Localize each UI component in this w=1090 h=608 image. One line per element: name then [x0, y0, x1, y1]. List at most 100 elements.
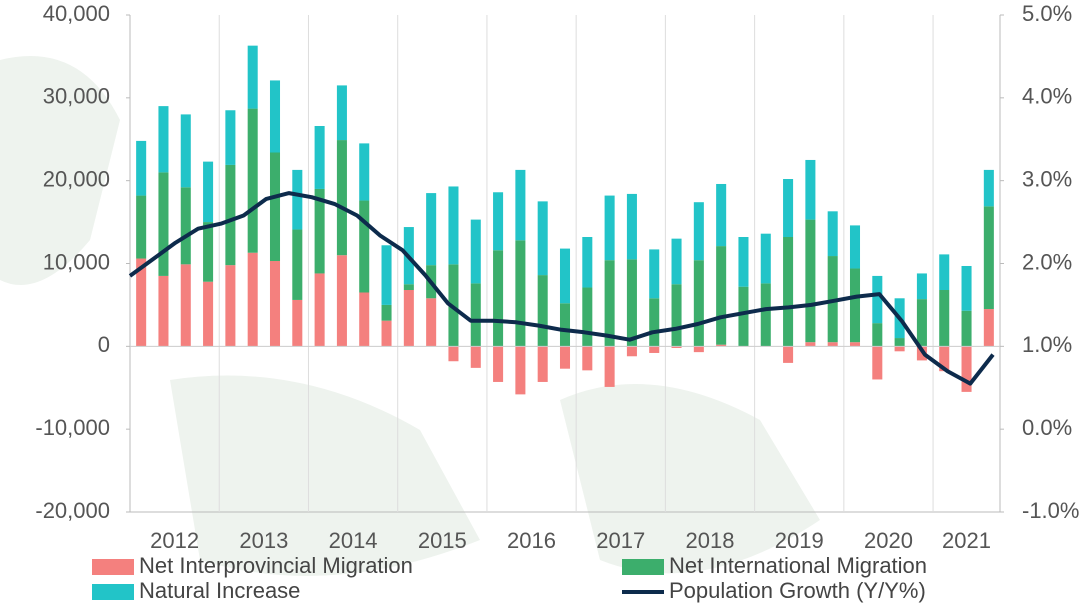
bar-segment [760, 283, 771, 347]
y2-tick-label: 5.0% [1022, 1, 1072, 26]
bar-segment [203, 281, 214, 347]
map-decoration [0, 56, 820, 576]
bar-segment [448, 186, 459, 265]
x-tick-label: 2012 [150, 528, 199, 553]
bar-segment [626, 346, 637, 357]
legend-label: Population Growth (Y/Y%) [669, 578, 926, 603]
bar-segment [269, 261, 281, 347]
legend-swatch [92, 584, 134, 600]
bar-segment [470, 346, 481, 368]
bar-segment [872, 346, 883, 380]
y-tick-label: 0 [98, 332, 110, 357]
x-tick-label: 2019 [775, 528, 824, 553]
y2-tick-label: -1.0% [1022, 498, 1079, 523]
bar-segment [180, 264, 191, 347]
bar-segment [269, 80, 281, 153]
bar-segment [180, 114, 191, 188]
y-tick-label: 20,000 [43, 166, 110, 191]
legend: Net Interprovincial Migration Net Interna… [92, 553, 927, 603]
bar-segment [916, 299, 927, 347]
bar-segment [916, 273, 927, 300]
bar-segment [894, 346, 905, 352]
bar-segment [292, 229, 303, 300]
bar-segment [314, 188, 325, 274]
bar-segment [783, 346, 794, 363]
y-tick-label: 30,000 [43, 84, 110, 109]
y2-tick-label: 4.0% [1022, 84, 1072, 109]
bar-segment [537, 201, 548, 276]
bar-segment [403, 290, 414, 347]
bar-segment [939, 346, 950, 372]
bar-segment [582, 236, 593, 288]
bar-segment [403, 284, 414, 291]
bar-segment [515, 346, 526, 395]
bar-segment [939, 290, 950, 347]
bar-segment [693, 260, 704, 347]
bar-segment [493, 346, 504, 382]
bar-segment [203, 161, 214, 223]
bar-segment [359, 143, 370, 201]
bar-segment [247, 45, 258, 109]
y2-tick-label: 2.0% [1022, 249, 1072, 274]
bar-segment [939, 254, 950, 291]
y-tick-label: 40,000 [43, 1, 110, 26]
bar-segment [359, 292, 370, 347]
bar-segment [336, 140, 347, 256]
bar-segment [827, 342, 838, 347]
bar-segment [872, 323, 883, 347]
bar-segment [582, 287, 593, 347]
bar-segment [225, 265, 236, 347]
bar-segment [381, 304, 392, 321]
bar-segment [292, 299, 303, 347]
bar-segment [515, 169, 526, 241]
bar-segment [805, 159, 816, 220]
bar-segment [292, 169, 303, 230]
x-tick-label: 2014 [329, 528, 378, 553]
bar-segment [582, 346, 593, 371]
bar-segment [381, 320, 392, 347]
x-tick-label: 2015 [418, 528, 467, 553]
bar-segment [336, 85, 347, 141]
bar-segment [649, 298, 660, 347]
bar-segment [827, 211, 838, 257]
x-tick-label: 2013 [239, 528, 288, 553]
bar-segment [961, 310, 972, 347]
bar-segment [671, 284, 682, 347]
bar-segment [336, 255, 347, 347]
legend-label: Natural Increase [139, 578, 300, 603]
y-tick-label: -20,000 [35, 498, 110, 523]
bar-segment [225, 110, 236, 165]
bar-segment [716, 246, 727, 345]
bar-segment [158, 172, 169, 276]
bar-segment [359, 200, 370, 293]
bar-segment [961, 346, 972, 392]
bar-segment [805, 219, 816, 343]
bar-segment [158, 275, 169, 347]
bar-segment [247, 252, 258, 347]
bar-segment [314, 273, 325, 347]
bar-segment [961, 265, 972, 311]
bar-segment [716, 183, 727, 247]
y-tick-label: -10,000 [35, 415, 110, 440]
bar-segment [894, 338, 905, 347]
bar-segment [426, 298, 437, 347]
bar-segment [381, 245, 392, 305]
bar-segment [559, 303, 571, 347]
bar-segment [515, 240, 526, 347]
bar-segment [693, 346, 704, 353]
bar-segment [760, 233, 771, 284]
bar-segment [269, 152, 281, 262]
bar-segment [470, 283, 481, 347]
bar-segment [314, 125, 325, 189]
bar-segment [158, 106, 169, 173]
bar-segment [559, 346, 571, 369]
bar-segment [671, 238, 682, 285]
bar-segment [849, 225, 861, 269]
bar-segment [604, 260, 615, 347]
bar-segment [604, 346, 615, 387]
bar-segment [203, 222, 214, 282]
x-tick-label: 2017 [596, 528, 645, 553]
y2-tick-label: 3.0% [1022, 166, 1072, 191]
x-tick-label: 2020 [864, 528, 913, 553]
